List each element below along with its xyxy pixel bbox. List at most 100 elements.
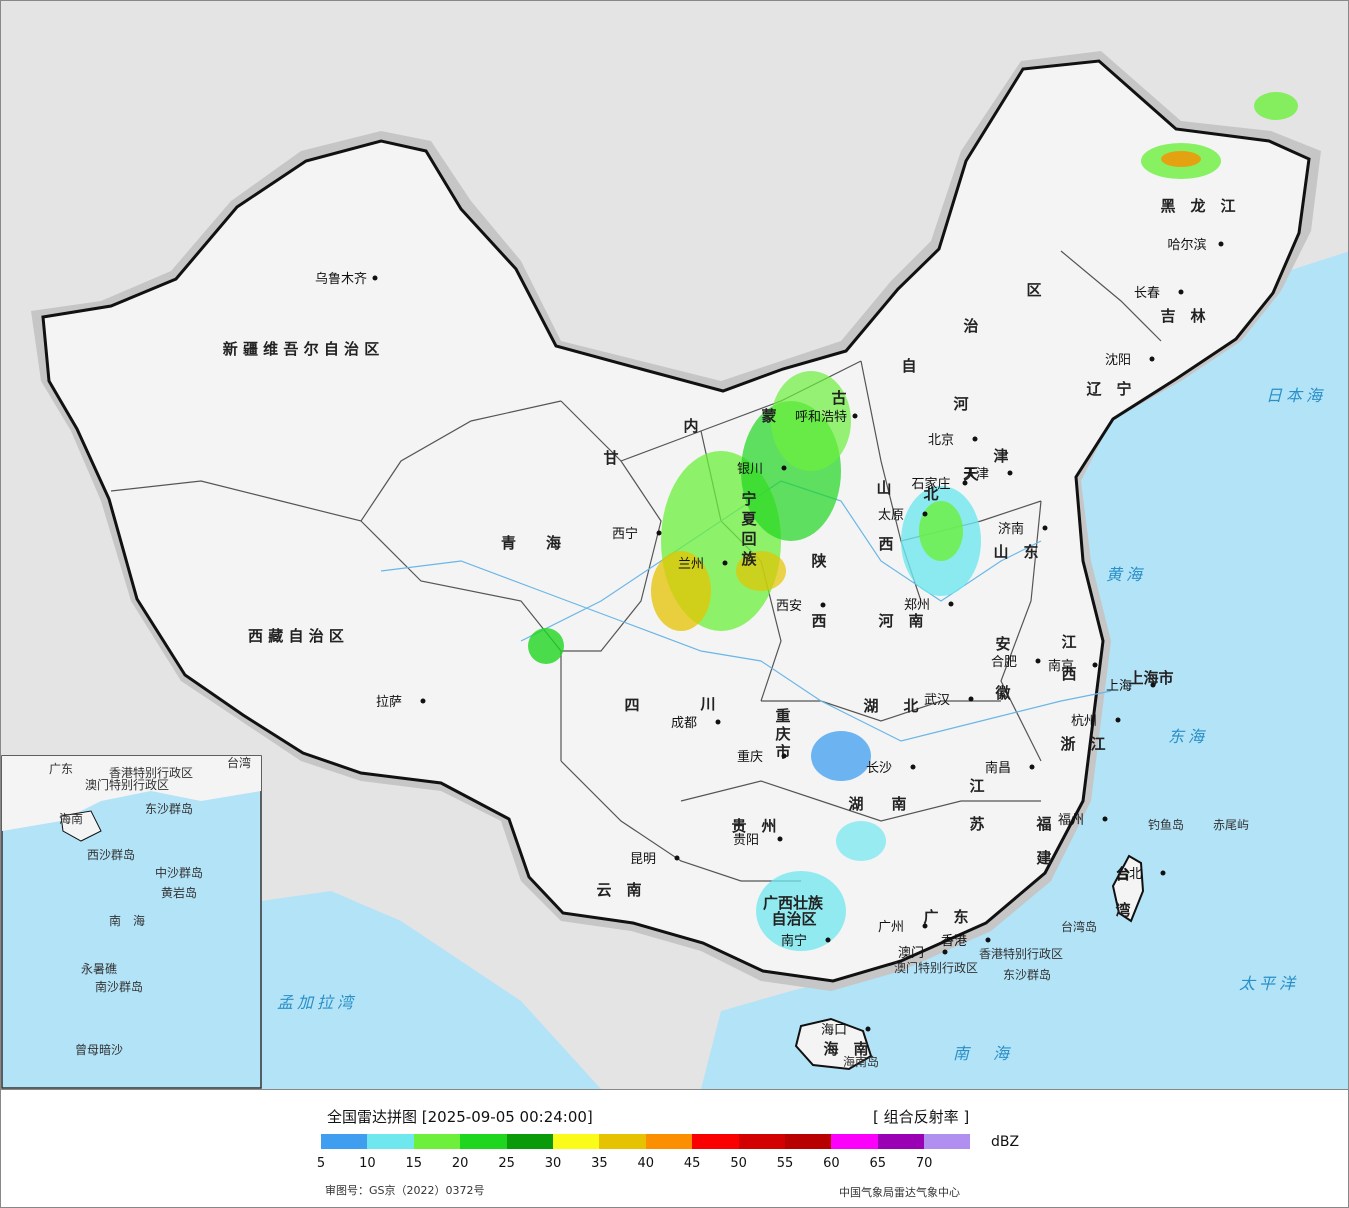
province-label: 区 bbox=[1026, 281, 1041, 299]
inset-label: 南沙群岛 bbox=[95, 979, 143, 994]
province-label: 福 bbox=[1035, 815, 1051, 833]
legend-title: 全国雷达拼图 [2025-09-05 00:24:00] bbox=[327, 1108, 593, 1126]
city-marker bbox=[962, 480, 968, 486]
sea-area-east bbox=[701, 251, 1348, 1089]
city-marker bbox=[420, 698, 426, 704]
city-label: 广州 bbox=[878, 920, 904, 935]
province-label: 陕 bbox=[811, 552, 826, 570]
legend-swatch bbox=[460, 1134, 507, 1149]
legend-tick: 65 bbox=[869, 1156, 887, 1171]
city-label: 西安 bbox=[776, 599, 802, 614]
island-label: 东沙群岛 bbox=[1003, 967, 1051, 982]
province-label: 市 bbox=[775, 743, 790, 761]
city-marker bbox=[922, 511, 928, 517]
province-label: 徽 bbox=[994, 684, 1011, 702]
city-marker bbox=[922, 923, 928, 929]
city-label: 呼和浩特 bbox=[795, 410, 847, 425]
city-marker bbox=[910, 764, 916, 770]
taiwan-island bbox=[1111, 854, 1145, 923]
island-label: 香港特别行政区 bbox=[979, 946, 1063, 961]
province-label: 西 bbox=[811, 612, 826, 630]
city-label: 哈尔滨 bbox=[1167, 237, 1206, 253]
city-marker bbox=[777, 836, 783, 842]
city-label: 银川 bbox=[737, 462, 763, 477]
province-label: 建 bbox=[1036, 849, 1052, 867]
sea-label: 日本海 bbox=[1266, 386, 1326, 405]
legend-swatch bbox=[506, 1134, 553, 1149]
legend-swatch bbox=[692, 1134, 739, 1149]
island-label: 台湾岛 bbox=[1061, 919, 1097, 934]
city-label: 香港 bbox=[941, 934, 967, 949]
inset-label: 西沙群岛 bbox=[87, 847, 135, 862]
sea-label: 东海 bbox=[1168, 727, 1208, 746]
hainan-island bbox=[794, 1017, 873, 1071]
city-marker bbox=[674, 855, 680, 861]
city-marker bbox=[825, 937, 831, 943]
city-label: 南京 bbox=[1048, 658, 1074, 674]
legend-tick: 35 bbox=[591, 1156, 608, 1171]
inset-label: 南 海 bbox=[109, 913, 145, 928]
agency-credit: 中国气象局雷达气象中心 bbox=[839, 1186, 960, 1199]
city-label: 武汉 bbox=[924, 693, 950, 708]
city-label: 天津 bbox=[963, 467, 989, 482]
city-marker bbox=[781, 465, 787, 471]
legend-swatch bbox=[413, 1134, 461, 1149]
island-label: 赤尾屿 bbox=[1213, 818, 1249, 832]
city-label: 沈阳 bbox=[1105, 353, 1131, 368]
city-label: 拉萨 bbox=[376, 695, 402, 710]
city-marker bbox=[972, 436, 978, 442]
legend-product: [ 组合反射率 ] bbox=[873, 1108, 970, 1126]
province-label: 西 bbox=[878, 535, 893, 553]
legend-tick: 60 bbox=[823, 1156, 840, 1171]
legend-swatch bbox=[784, 1134, 832, 1149]
city-label: 杭州 bbox=[1071, 714, 1097, 729]
city-label: 重庆 bbox=[737, 749, 763, 765]
city-label: 澳门 bbox=[898, 945, 924, 961]
province-label: 广西壮族 bbox=[763, 894, 824, 912]
province-label: 北 bbox=[923, 485, 938, 503]
province-label: 苏 bbox=[969, 815, 984, 833]
city-marker bbox=[1007, 470, 1013, 476]
city-label: 南昌 bbox=[985, 760, 1011, 776]
legend-swatch bbox=[599, 1134, 646, 1149]
inset-label: 中沙群岛 bbox=[155, 865, 203, 880]
legend-tick: 25 bbox=[498, 1156, 515, 1171]
province-label: 安 bbox=[995, 635, 1010, 653]
city-label: 成都 bbox=[671, 716, 697, 731]
city-marker bbox=[1035, 658, 1041, 664]
province-label: 古 bbox=[831, 389, 846, 407]
province-label: 蒙 bbox=[761, 407, 776, 425]
radar-echoes bbox=[528, 92, 1298, 951]
legend-tick: 20 bbox=[451, 1156, 469, 1171]
city-marker bbox=[948, 601, 954, 607]
province-label: 重 bbox=[775, 707, 790, 725]
province-borders bbox=[110, 250, 1162, 882]
province-label: 宁 bbox=[741, 490, 756, 508]
province-label: 云 南 bbox=[596, 881, 641, 899]
province-label: 广 东 bbox=[923, 908, 968, 926]
legend-panel: 全国雷达拼图 [2025-09-05 00:24:00] [ 组合反射率 ] 5… bbox=[1, 1089, 1348, 1207]
city-label: 昆明 bbox=[630, 852, 656, 867]
legend-tick: 45 bbox=[683, 1156, 701, 1171]
inset-label: 香港特别行政区 bbox=[109, 765, 193, 780]
city-marker bbox=[781, 753, 787, 759]
island-label: 澳门特别行政区 bbox=[894, 960, 978, 975]
province-label: 青 海 bbox=[501, 534, 561, 552]
province-label: 吉 林 bbox=[1160, 307, 1206, 325]
city-label: 兰州 bbox=[678, 557, 704, 572]
city-label: 西宁 bbox=[612, 526, 638, 542]
city-marker bbox=[1115, 717, 1121, 723]
province-label: 回 bbox=[741, 530, 756, 548]
legend-tick: 50 bbox=[730, 1156, 747, 1171]
city-label: 福州 bbox=[1058, 813, 1084, 828]
province-label: 江 bbox=[1061, 633, 1076, 651]
city-marker bbox=[1102, 816, 1108, 822]
legend-tick: 5 bbox=[316, 1156, 326, 1171]
island-label: 海南岛 bbox=[843, 1054, 879, 1069]
legend-tick: 40 bbox=[637, 1156, 655, 1171]
city-marker bbox=[968, 696, 974, 702]
island-label: 钓鱼岛 bbox=[1148, 817, 1184, 832]
legend-swatch bbox=[924, 1134, 971, 1149]
